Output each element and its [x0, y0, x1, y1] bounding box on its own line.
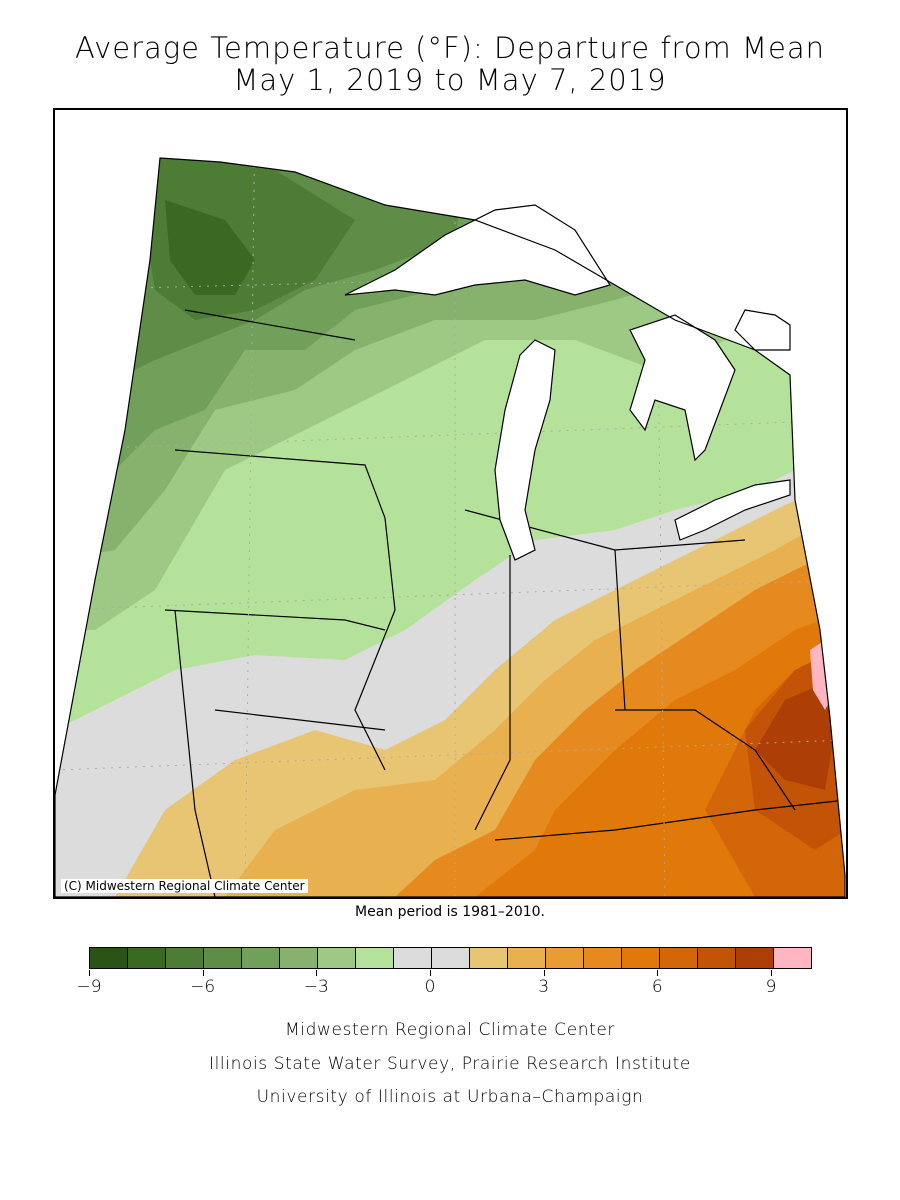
- legend-swatch: [89, 947, 128, 969]
- legend-swatch: [317, 947, 356, 969]
- credit-line-3: University of Illinois at Urbana–Champai…: [256, 1087, 644, 1107]
- great-lakes: [344, 204, 791, 561]
- legend-swatch: [659, 947, 698, 969]
- legend-tick: [316, 970, 318, 976]
- mean-period-note: Mean period is 1981–2010.: [355, 904, 545, 920]
- legend-tick: [543, 970, 545, 976]
- legend-swatch: [393, 947, 432, 969]
- legend-swatch: [545, 947, 584, 969]
- legend-swatch: [469, 947, 508, 969]
- legend-tick: [89, 970, 90, 976]
- legend-swatch: [165, 947, 204, 969]
- legend-tick: [430, 970, 431, 976]
- legend-swatch: [241, 947, 280, 969]
- copyright-label: (C) Midwestern Regional Climate Center: [61, 879, 308, 893]
- legend-tick-label: 9: [765, 977, 777, 997]
- legend-tick-label: −6: [190, 977, 216, 997]
- legend-tick: [202, 970, 204, 976]
- legend-swatch: [279, 947, 318, 969]
- legend-tick-label: −3: [303, 977, 329, 997]
- legend-swatch: [697, 947, 736, 969]
- legend-swatch: [431, 947, 470, 969]
- legend-swatch: [507, 947, 546, 969]
- color-legend: [89, 947, 812, 971]
- map-date-range: May 1, 2019 to May 7, 2019: [233, 63, 667, 97]
- legend-tick-label: 6: [651, 977, 663, 997]
- legend-swatch: [127, 947, 166, 969]
- legend-tick: [771, 970, 772, 976]
- legend-swatch: [355, 947, 394, 969]
- legend-swatch: [583, 947, 622, 969]
- map-title: Average Temperature (°F): Departure from…: [74, 31, 826, 65]
- legend-tick-label: 0: [424, 977, 436, 997]
- legend-swatch: [735, 947, 774, 969]
- legend-swatch: [773, 947, 812, 969]
- legend-tick-label: −9: [76, 977, 102, 997]
- credit-line-1: Midwestern Regional Climate Center: [285, 1020, 615, 1040]
- legend-tick: [657, 970, 659, 976]
- region-outline: [55, 157, 846, 897]
- map-canvas: [55, 157, 846, 897]
- temperature-departure-map: (C) Midwestern Regional Climate Center: [53, 108, 848, 899]
- credit-line-2: Illinois State Water Survey, Prairie Res…: [209, 1054, 691, 1074]
- legend-tick-label: 3: [538, 977, 550, 997]
- legend-swatch: [203, 947, 242, 969]
- legend-swatch: [621, 947, 660, 969]
